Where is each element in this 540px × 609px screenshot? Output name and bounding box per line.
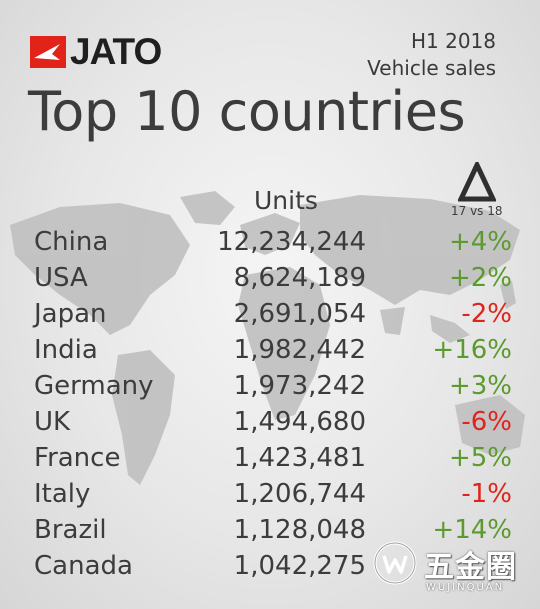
page-title: Top 10 countries xyxy=(28,80,466,143)
change-value: +2% xyxy=(448,263,512,293)
country-label: India xyxy=(34,335,98,365)
world-map-background xyxy=(10,191,525,485)
change-value: +14% xyxy=(432,515,512,545)
country-label: Japan xyxy=(34,299,107,329)
jato-logo: JATO xyxy=(30,31,162,72)
country-label: Canada xyxy=(34,551,133,581)
country-label: Germany xyxy=(34,371,154,401)
units-value: 1,494,680 xyxy=(233,407,366,437)
country-label: China xyxy=(34,227,109,257)
change-value: -2% xyxy=(461,299,512,329)
table-row: UK 1,494,680 -6% xyxy=(0,404,540,440)
country-label: Italy xyxy=(34,479,91,509)
table-row: Germany 1,973,242 +3% xyxy=(0,368,540,404)
change-value: +4% xyxy=(448,227,512,257)
units-value: 2,691,054 xyxy=(233,299,366,329)
period-label: H1 2018 xyxy=(410,29,496,53)
units-value: 12,234,244 xyxy=(217,227,366,257)
country-label: USA xyxy=(34,263,88,293)
change-value: +3% xyxy=(448,371,512,401)
units-value: 1,206,744 xyxy=(233,479,366,509)
subject-label: Vehicle sales xyxy=(367,56,496,80)
change-value: -1% xyxy=(461,479,512,509)
units-value: 1,128,048 xyxy=(233,515,366,545)
delta-subtitle: 17 vs 18 xyxy=(451,204,503,218)
table-row: France 1,423,481 +5% xyxy=(0,440,540,476)
table-row: China 12,234,244 +4% xyxy=(0,224,540,260)
brand-name: JATO xyxy=(70,31,162,72)
change-value: +5% xyxy=(448,443,512,473)
units-value: 1,982,442 xyxy=(233,335,366,365)
table-row: Japan 2,691,054 -2% xyxy=(0,296,540,332)
delta-icon xyxy=(458,162,496,202)
change-value: +16% xyxy=(432,335,512,365)
country-label: UK xyxy=(34,407,71,437)
watermark-text-en: WUJINQUAN xyxy=(426,582,505,593)
table-row: India 1,982,442 +16% xyxy=(0,332,540,368)
delta-column-header: 17 vs 18 xyxy=(446,162,512,222)
watermark-text-cn: 五金圈 xyxy=(424,550,517,585)
change-value: -6% xyxy=(461,407,512,437)
country-label: Brazil xyxy=(34,515,107,545)
watermark: 五金圈 WUJINQUAN xyxy=(368,538,538,606)
units-value: 1,042,275 xyxy=(233,551,366,581)
units-value: 1,973,242 xyxy=(233,371,366,401)
wujinquan-logo-icon xyxy=(373,541,417,585)
country-label: France xyxy=(34,443,121,473)
table-row: Canada 1,042,275 xyxy=(0,548,540,584)
table-row: USA 8,624,189 +2% xyxy=(0,260,540,296)
table-row: Brazil 1,128,048 +14% xyxy=(0,512,540,548)
units-value: 8,624,189 xyxy=(233,263,366,293)
period-block: H1 2018 Vehicle sales xyxy=(367,28,496,82)
units-value: 1,423,481 xyxy=(233,443,366,473)
table-row: Italy 1,206,744 -1% xyxy=(0,476,540,512)
units-column-header: Units xyxy=(254,186,318,215)
jato-logo-mark-icon xyxy=(30,36,66,68)
